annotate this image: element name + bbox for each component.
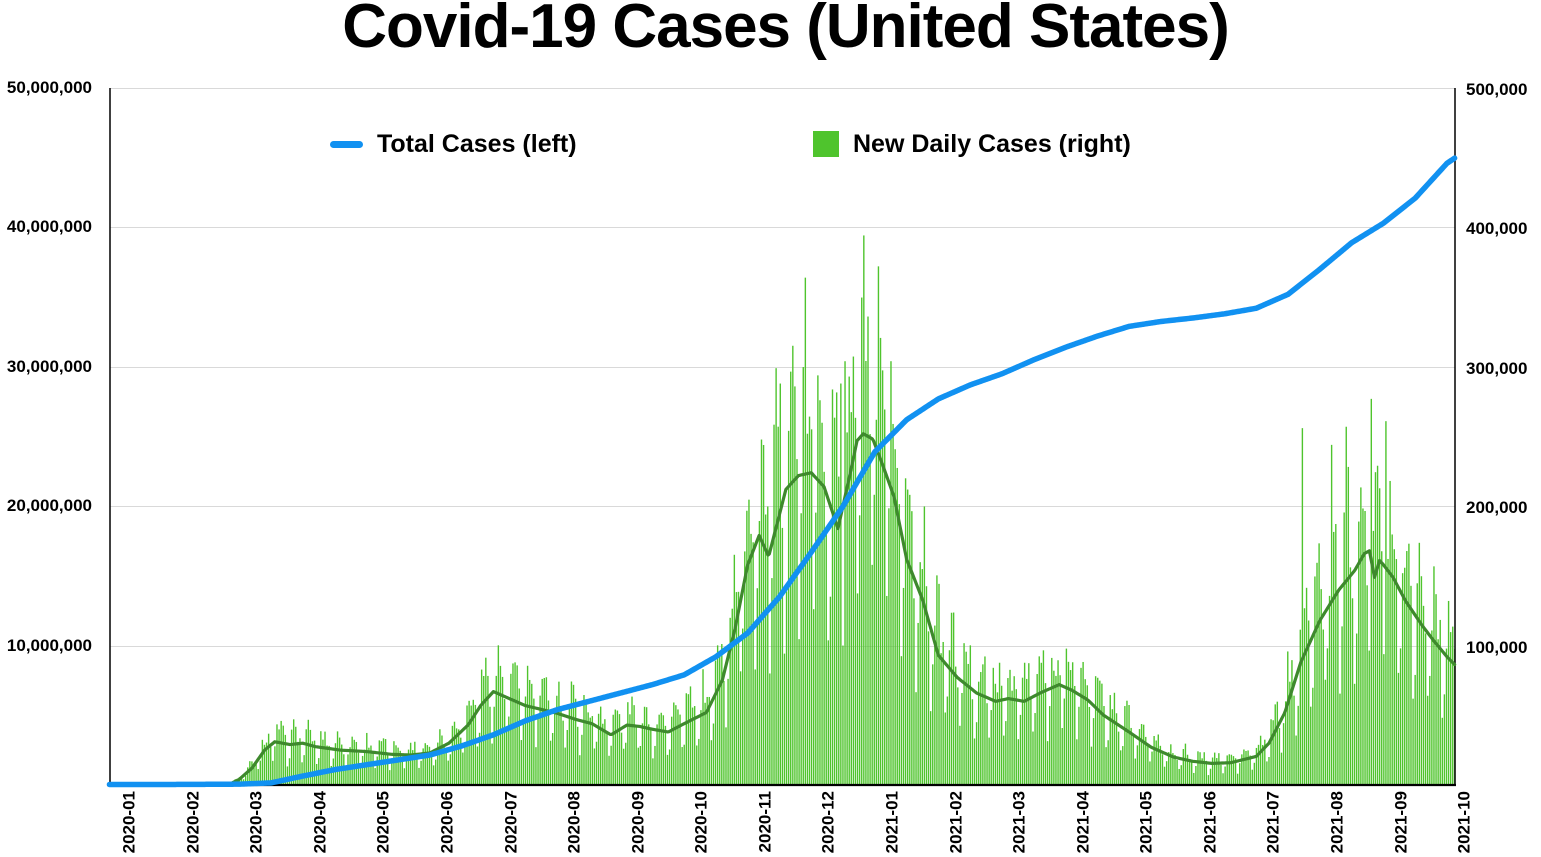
x-axis-tick-label: 2020-01	[119, 791, 139, 854]
legend-label-new-daily-cases: New Daily Cases (right)	[853, 129, 1131, 158]
left-axis-tick-label: 50,000,000	[6, 78, 92, 97]
x-axis-tick-label: 2021-03	[1009, 791, 1029, 854]
x-axis-tick-label: 2020-07	[500, 791, 520, 854]
x-axis-tick-label: 2020-12	[818, 791, 838, 854]
x-axis-tick-label: 2020-11	[755, 791, 775, 853]
legend-item-total-cases: Total Cases (left)	[330, 127, 577, 161]
right-axis-tick-label: 400,000	[1466, 219, 1528, 239]
right-axis-tick-label: 300,000	[1466, 358, 1528, 378]
legend-label-total-cases: Total Cases (left)	[377, 129, 577, 158]
right-axis-tick-label: 200,000	[1466, 498, 1528, 518]
legend-item-new-daily-cases: New Daily Cases (right)	[813, 127, 1131, 161]
x-axis-tick-label: 2020-06	[437, 791, 457, 854]
left-axis-tick-label: 20,000,000	[6, 496, 92, 516]
x-axis-tick-label: 2021-07	[1263, 791, 1283, 854]
x-axis-tick-label: 2021-10	[1454, 791, 1474, 854]
x-axis-tick-label: 2021-09	[1390, 791, 1410, 854]
right-axis-tick-label: 100,000	[1466, 637, 1528, 657]
x-axis-tick-label: 2021-05	[1136, 791, 1156, 854]
left-axis-tick-label: 40,000,000	[6, 217, 92, 237]
right-axis-tick-label: 500,000	[1466, 80, 1528, 99]
x-axis-tick-label: 2021-06	[1200, 791, 1220, 854]
x-axis-tick-label: 2021-08	[1327, 791, 1347, 854]
x-axis-tick-label: 2021-04	[1073, 791, 1093, 854]
x-axis-tick-label: 2020-02	[183, 791, 203, 854]
left-axis-tick-label: 30,000,000	[6, 356, 92, 376]
new-daily-cases-square-marker	[813, 131, 839, 157]
x-axis-tick-label: 2020-05	[373, 791, 393, 854]
left-axis-tick-label: 10,000,000	[6, 635, 92, 655]
x-axis-tick-label: 2020-03	[246, 791, 266, 854]
x-axis-tick-label: 2020-04	[310, 791, 330, 854]
x-axis-tick-label: 2020-08	[564, 791, 584, 854]
total-cases-line-marker	[330, 140, 363, 148]
x-axis-tick-label: 2021-01	[882, 791, 902, 854]
x-axis-tick-label: 2020-09	[628, 791, 648, 854]
x-axis-tick-label: 2021-02	[945, 791, 965, 854]
x-axis-tick-label: 2020-10	[691, 791, 711, 854]
